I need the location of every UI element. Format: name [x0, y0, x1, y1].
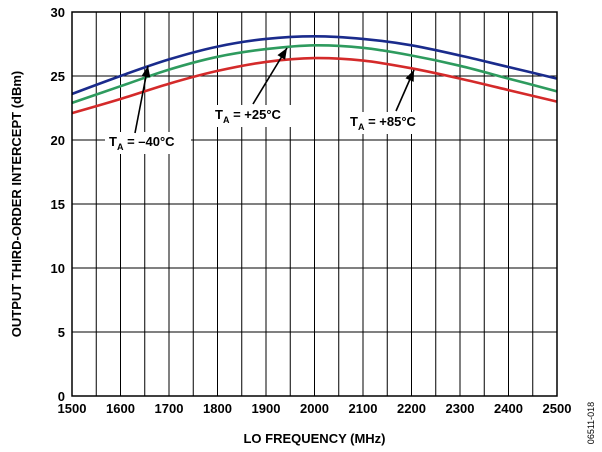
plot-frame	[71, 11, 558, 397]
annotations: TA = –40°C TA = +25°C TA = +85°C	[105, 47, 434, 154]
annotation-plus25c: TA = +25°C	[211, 47, 299, 127]
series-line-plus85c	[71, 56, 558, 115]
annotation-box	[346, 112, 434, 134]
annotation-label: TA = +85°C	[350, 114, 417, 132]
y-tick-labels: 0 5 10 15 20 25 30	[51, 5, 65, 404]
x-tick-label: 2300	[446, 401, 475, 416]
x-tick-label: 1900	[252, 401, 281, 416]
x-tick-label: 1600	[106, 401, 135, 416]
y-tick-label: 5	[58, 325, 65, 340]
x-tick-label: 2100	[349, 401, 378, 416]
annotation-arrowhead	[141, 66, 151, 78]
annotation-label: TA = –40°C	[109, 134, 175, 152]
y-tick-label: 0	[58, 389, 65, 404]
x-axis-title: LO FREQUENCY (MHz)	[243, 431, 385, 446]
annotation-plus85c: TA = +85°C	[346, 69, 434, 134]
series-line-plus25c	[71, 43, 558, 105]
x-tick-label: 1500	[58, 401, 87, 416]
y-tick-label: 10	[51, 261, 65, 276]
annotation-arrowhead	[277, 48, 287, 60]
y-tick-label: 30	[51, 5, 65, 20]
figure-id: 06511-018	[586, 402, 596, 444]
grid	[72, 12, 557, 396]
annotation-box	[211, 105, 299, 127]
y-tick-label: 25	[51, 69, 65, 84]
x-tick-label: 2500	[543, 401, 572, 416]
annotation-arrowhead	[405, 70, 414, 82]
series-lines	[71, 35, 558, 115]
series-line-minus40c	[71, 35, 558, 96]
y-tick-label: 20	[51, 133, 65, 148]
x-tick-label: 2000	[300, 401, 329, 416]
x-tick-label: 2400	[494, 401, 523, 416]
y-tick-label: 15	[51, 197, 65, 212]
annotation-minus40c: TA = –40°C	[105, 65, 191, 154]
x-tick-label: 1800	[203, 401, 232, 416]
x-tick-label: 2200	[397, 401, 426, 416]
annotation-box	[105, 132, 191, 154]
x-tick-labels: 1500 1600 1700 1800 1900 2000 2100 2200 2300 2400…	[58, 401, 572, 416]
y-axis-title: OUTPUT THIRD-ORDER INTERCEPT (dBm)	[9, 71, 24, 338]
annotation-label: TA = +25°C	[215, 107, 282, 125]
x-tick-label: 1700	[155, 401, 184, 416]
annotation-arrow-line	[134, 65, 149, 134]
